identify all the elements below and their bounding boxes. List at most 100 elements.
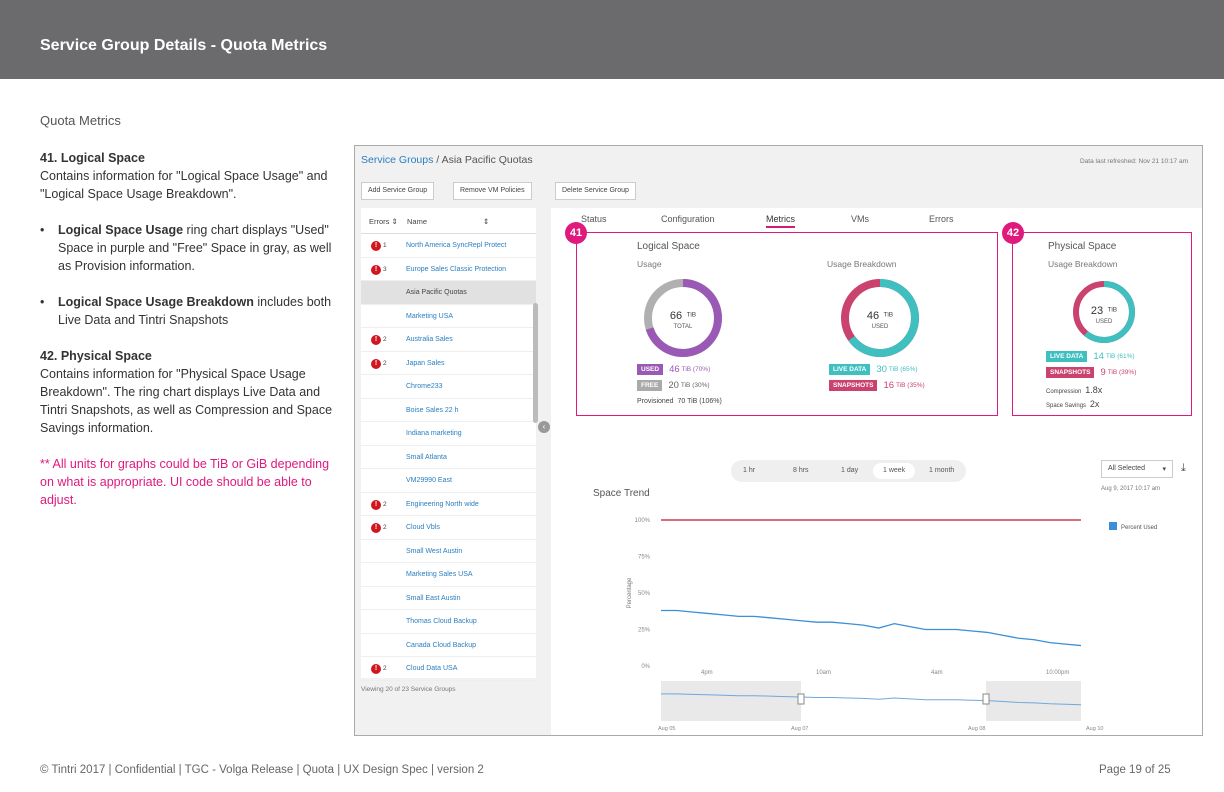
tab-metrics[interactable]: Metrics [766, 214, 795, 228]
list-item[interactable]: Marketing USA [361, 305, 536, 328]
service-group-name: Indiana marketing [406, 430, 462, 437]
tab-vms[interactable]: VMs [851, 214, 869, 224]
series-filter-select[interactable]: All Selected ▾ [1101, 460, 1173, 478]
snapshots-legend: SNAPSHOTS 16 TiB (35%) [829, 380, 925, 391]
delete-service-group-button[interactable]: Delete Service Group [555, 182, 636, 200]
list-item[interactable]: Small West Austin [361, 540, 536, 563]
list-item[interactable]: Canada Cloud Backup [361, 634, 536, 657]
physical-ring-chart [1073, 281, 1135, 343]
bullet2-text: includes both Live Data and Tintri Snaps… [58, 295, 332, 327]
range-option[interactable]: 8 hrs [793, 467, 809, 474]
list-item[interactable]: ! 2 Cloud Data USA [361, 657, 536, 681]
callout-badge-42: 42 [1002, 222, 1024, 244]
bullet-list: Logical Space Usage ring chart displays … [40, 221, 340, 329]
add-service-group-button[interactable]: Add Service Group [361, 182, 435, 200]
physical-snapshots-value: 9 [1100, 367, 1106, 378]
section-41-heading: 41. Logical Space [40, 151, 145, 165]
physical-breakdown-label: Usage Breakdown [1048, 259, 1118, 269]
list-item[interactable]: ! 2 Japan Sales [361, 352, 536, 375]
snapshots-value: 16 [883, 380, 895, 391]
section-41-text: Contains information for "Logical Space … [40, 169, 328, 201]
service-group-name: Japan Sales [406, 359, 445, 367]
breakdown-used-value: 46 [866, 310, 880, 322]
service-group-name: Europe Sales Classic Protection [406, 265, 506, 273]
list-item[interactable]: Asia Pacific Quotas [361, 281, 536, 305]
tab-errors[interactable]: Errors [929, 214, 954, 224]
tab-status[interactable]: Status [581, 214, 607, 224]
errors-column-header[interactable]: Errors ⇕ [369, 217, 398, 226]
bullet1-bold: Logical Space Usage [58, 223, 184, 237]
list-item[interactable]: Marketing Sales USA [361, 563, 536, 587]
live-data-legend: LIVE DATA 30 TiB (65%) [829, 364, 918, 375]
navigator-tick-label: Aug 07 [791, 726, 808, 732]
used-unit: TiB (70%) [681, 366, 711, 373]
list-item[interactable]: VM29990 East [361, 469, 536, 493]
description-block: 41. Logical Space Contains information f… [40, 149, 340, 509]
list-item[interactable]: ! 3 Europe Sales Classic Protection [361, 258, 536, 281]
physical-space-panel: Physical Space Usage Breakdown 23 TiB US… [1012, 232, 1192, 416]
compression-row: Compression 1.8x [1046, 385, 1102, 395]
physical-ring-center: 23 TiB USED [1073, 301, 1135, 325]
collapse-panel-icon[interactable]: ‹ [538, 421, 550, 433]
navigator-tick-label: Aug 10 [1086, 726, 1103, 732]
free-legend: FREE 20 TiB (30%) [637, 380, 710, 391]
list-item[interactable]: Small Atlanta [361, 446, 536, 469]
list-item[interactable]: Boise Sales 22 h [361, 399, 536, 422]
y-tick-label: 50% [638, 591, 651, 597]
x-tick-label: 10:00pm [1046, 670, 1069, 676]
list-item[interactable]: ! 2 Australia Sales [361, 328, 536, 352]
list-item[interactable]: ! 1 North America SyncRepl Protect [361, 234, 536, 258]
error-count: 3 [383, 265, 387, 273]
list-rows: ! 1 North America SyncRepl Protect! 3 Europe… [361, 234, 536, 681]
bullet-item: Logical Space Usage ring chart displays … [40, 221, 340, 275]
service-group-name: Cloud Data USA [406, 665, 458, 672]
snapshots-chip: SNAPSHOTS [829, 380, 878, 391]
y-tick-label: 0% [641, 664, 650, 670]
live-data-chip: LIVE DATA [829, 364, 871, 375]
app-screenshot: Service Groups / Asia Pacific Quotas Dat… [354, 145, 1203, 736]
list-item[interactable]: ! 2 Engineering North wide [361, 493, 536, 516]
page-number: Page 19 of 25 [1099, 764, 1171, 776]
time-range-selector: 1 hr 8 hrs 1 day 1 week 1 month [731, 460, 966, 482]
range-option[interactable]: 1 day [841, 467, 859, 474]
error-icon: ! [371, 664, 381, 674]
list-header: Errors ⇕ Name ⇕ [361, 208, 536, 234]
live-data-unit: TiB (65%) [888, 366, 918, 373]
list-item[interactable]: Small East Austin [361, 587, 536, 610]
list-item[interactable]: Thomas Cloud Backup [361, 610, 536, 634]
range-option[interactable]: 1 hr [743, 467, 756, 474]
service-group-name: Engineering North wide [406, 500, 479, 508]
download-icon[interactable]: ⤓ [1181, 462, 1186, 474]
remove-vm-policies-button[interactable]: Remove VM Policies [453, 182, 532, 200]
name-column-header[interactable]: Name [407, 217, 428, 226]
error-icon: ! [371, 335, 381, 345]
list-item[interactable]: Chrome233 [361, 375, 536, 399]
tab-configuration[interactable]: Configuration [661, 214, 715, 224]
viewing-count: Viewing 20 of 23 Service Groups [361, 686, 456, 693]
service-group-name: Canada Cloud Backup [406, 641, 477, 649]
used-legend: USED 46 TiB (70%) [637, 364, 710, 375]
service-group-name: Small Atlanta [406, 453, 447, 461]
series-line [661, 609, 1082, 647]
physical-snapshots-legend: SNAPSHOTS 9 TiB (39%) [1046, 367, 1136, 378]
service-group-name: Small East Austin [406, 594, 461, 602]
free-chip: FREE [637, 380, 663, 391]
bullet2-bold: Logical Space Usage Breakdown [58, 295, 254, 309]
list-scrollbar[interactable] [533, 303, 538, 423]
error-count: 2 [383, 336, 387, 343]
breadcrumb-link[interactable]: Service Groups [361, 154, 434, 166]
ring-value-arc [644, 279, 722, 357]
list-item[interactable]: Indiana marketing [361, 422, 536, 446]
physical-used-unit: TiB [1107, 306, 1118, 314]
list-item[interactable]: ! 2 Cloud Vbls [361, 516, 536, 540]
page-title: Service Group Details - Quota Metrics [40, 37, 328, 54]
sort-icon[interactable]: ⇕ [483, 217, 490, 226]
range-option[interactable]: 1 week [873, 463, 916, 479]
ring-value-arc [1073, 281, 1135, 343]
y-tick-label: 100% [635, 518, 651, 524]
bullet-item: Logical Space Usage Breakdown includes b… [40, 293, 340, 329]
error-count: 1 [383, 242, 387, 249]
space-trend-chart: 100% 75% 50% 25% 0% Percentage 4pm 10am 4am 10:00… [627, 518, 1157, 732]
range-option[interactable]: 1 month [929, 467, 955, 474]
service-group-name: Thomas Cloud Backup [406, 618, 477, 625]
